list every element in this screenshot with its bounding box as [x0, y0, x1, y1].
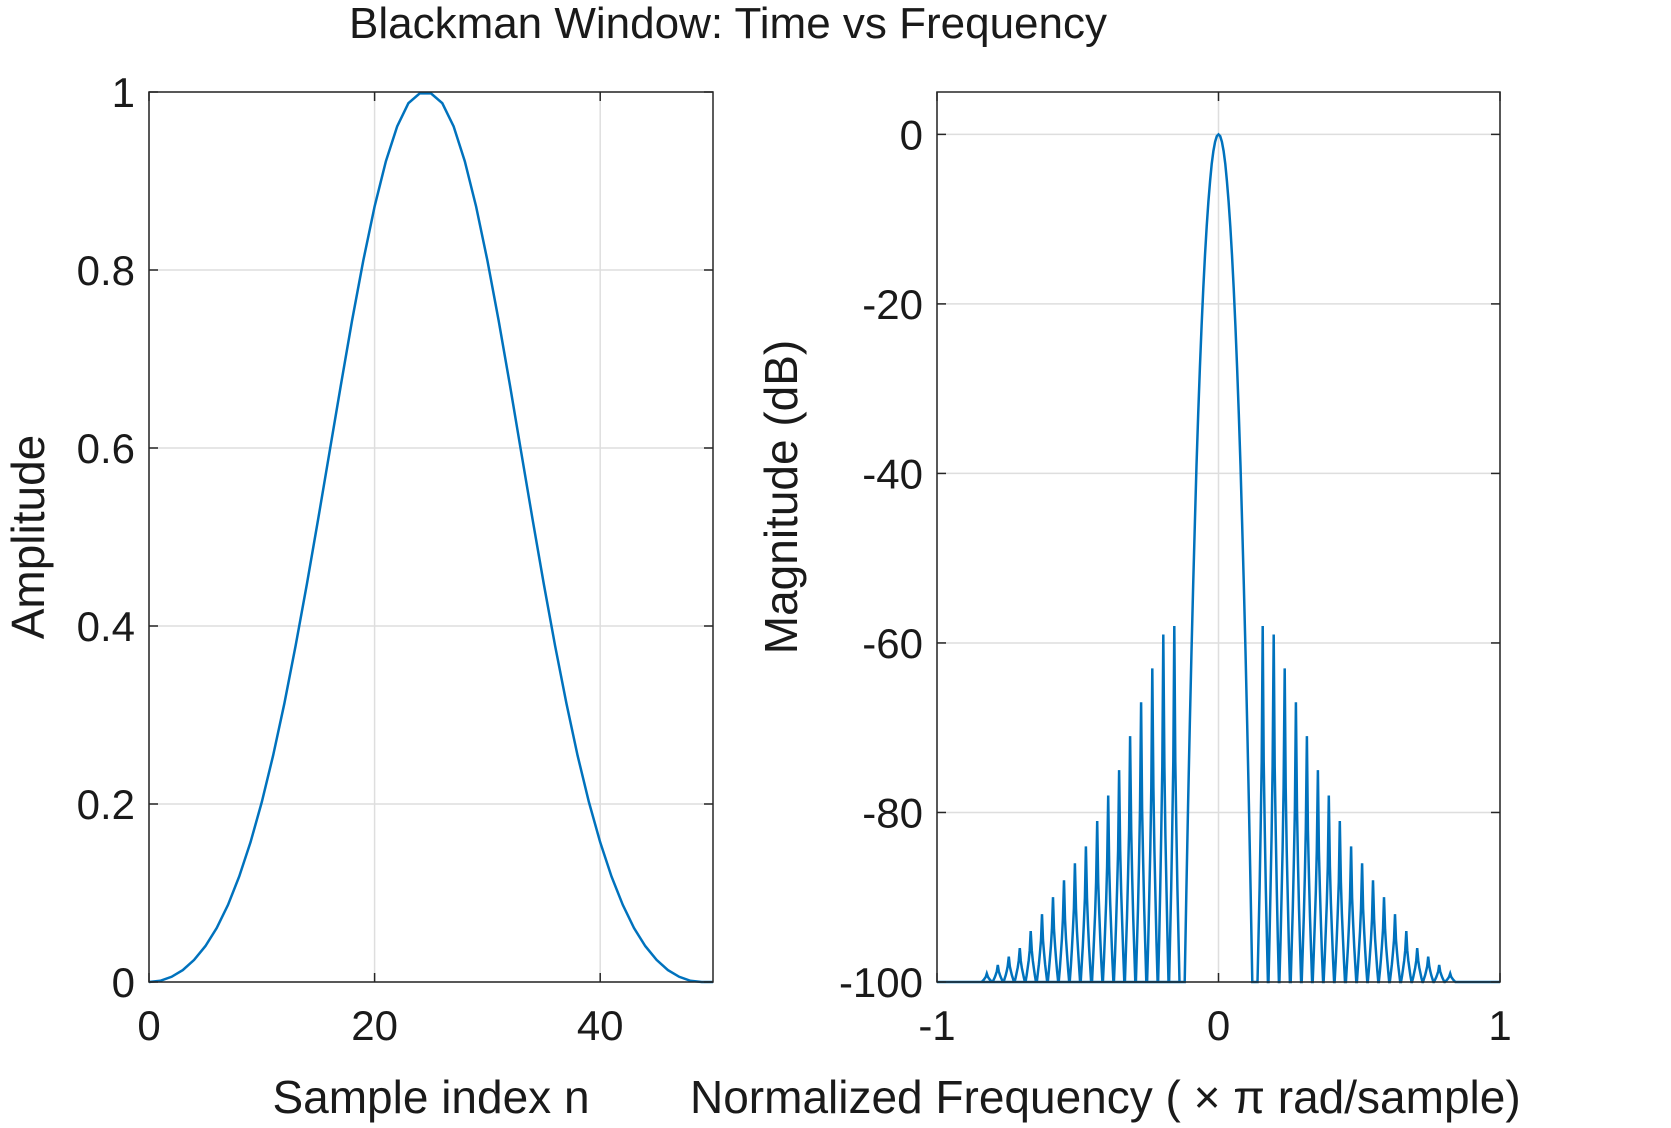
time-plot-grid	[148, 91, 713, 983]
y-tick-label: 0.6	[77, 425, 135, 472]
y-tick-label: -60	[862, 620, 923, 667]
time-plot-ylabel: Amplitude	[2, 435, 54, 640]
time-plot-ticks: 0 20 40 0 0.2 0.4 0.6 0.8 1	[77, 69, 713, 1049]
y-tick-label: 0.4	[77, 603, 135, 650]
y-tick-label: -100	[839, 959, 923, 1006]
y-tick-label: 0.2	[77, 781, 135, 828]
y-tick-label: 0	[900, 111, 923, 158]
x-tick-label: 20	[351, 1002, 398, 1049]
frequency-plot-grid	[936, 92, 1501, 983]
time-plot-xlabel: Sample index n	[272, 1071, 589, 1123]
time-plot-axes-box	[148, 91, 714, 983]
frequency-plot-ylabel: Magnitude (dB)	[755, 340, 807, 655]
frequency-plot-xlabel: Normalized Frequency ( × π rad/sample)	[690, 1071, 1521, 1123]
blackman-window-curve	[148, 92, 713, 984]
time-domain-plot: 0 20 40 0 0.2 0.4 0.6 0.8 1 Sample index n Ampli…	[2, 69, 714, 1123]
x-tick-label: 0	[137, 1002, 160, 1049]
y-tick-label: 1	[112, 69, 135, 116]
x-tick-label: 40	[577, 1002, 624, 1049]
y-tick-label: -20	[862, 281, 923, 328]
y-tick-label: -80	[862, 789, 923, 836]
y-tick-label: 0	[112, 959, 135, 1006]
frequency-plot-ticks: -1 0 1 0 -20 -40 -60 -80 -100	[839, 92, 1512, 1049]
x-tick-label: 0	[1207, 1002, 1230, 1049]
y-tick-label: -40	[862, 450, 923, 497]
x-tick-label: 1	[1488, 1002, 1511, 1049]
magnitude-response-curve	[937, 132, 1500, 984]
y-tick-label: 0.8	[77, 247, 135, 294]
x-tick-label: -1	[918, 1002, 955, 1049]
frequency-domain-plot: -1 0 1 0 -20 -40 -60 -80 -100 Normalized Frequen…	[690, 91, 1521, 1123]
figure-title: Blackman Window: Time vs Frequency	[349, 0, 1107, 48]
